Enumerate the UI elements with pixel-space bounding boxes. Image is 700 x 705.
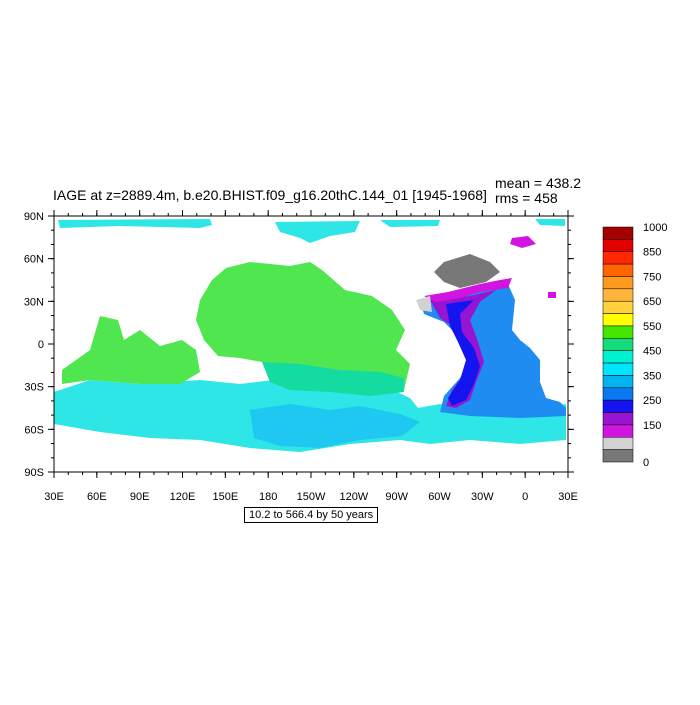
north-atlantic-lightgray <box>416 296 432 312</box>
arctic-region-3 <box>380 220 440 227</box>
lon-tick-label: 120E <box>170 491 196 503</box>
colorbar <box>602 226 634 463</box>
lon-tick-label: 60W <box>428 491 451 503</box>
atlantic-deep-blue <box>446 300 480 406</box>
colorbar-swatch <box>602 313 634 327</box>
colorbar-swatch <box>602 226 634 240</box>
colorbar-label: 650 <box>643 296 661 308</box>
colorbar-label: 550 <box>643 321 661 333</box>
lat-tick-label: 30S <box>24 382 44 394</box>
colorbar-swatch <box>602 239 634 252</box>
lon-tick-label: 0 <box>522 491 528 503</box>
lat-tick-label: 30N <box>24 296 44 308</box>
colorbar-swatch <box>602 350 634 364</box>
lon-tick-label: 60E <box>87 491 107 503</box>
lon-tick-label: 30E <box>558 491 578 503</box>
colorbar-label: 150 <box>643 420 661 432</box>
lat-tick-label: 0 <box>38 339 44 351</box>
longitude-tick-group: 30E 60E 90E 120E 150E 180 150W 120W 90W 60W 30W 0 30… <box>44 210 578 503</box>
arctic-region-2 <box>275 221 360 243</box>
southern-ocean-deep <box>250 404 420 448</box>
contour-range-label: 10.2 to 566.4 by 50 years <box>244 507 379 523</box>
lon-tick-label: 90W <box>385 491 408 503</box>
lon-tick-label: 120W <box>339 491 368 503</box>
colorbar-swatch <box>602 288 634 302</box>
lat-tick-label: 60N <box>24 254 44 266</box>
latitude-tick-group: 90N 60N 30N 0 30S 60S 90S <box>24 211 574 479</box>
colorbar-swatch <box>602 276 634 290</box>
atlantic-magenta <box>424 278 512 302</box>
arctic-region-4 <box>535 219 565 226</box>
colorbar-label: 750 <box>643 271 661 283</box>
colorbar-swatch <box>602 424 634 438</box>
colorbar-label: 1000 <box>643 222 667 234</box>
colorbar-swatch <box>602 387 634 401</box>
map-title: IAGE at z=2889.4m, b.e20.BHIST.f09_g16.2… <box>53 187 487 203</box>
pacific-ocean <box>196 262 410 394</box>
labrador-patch <box>510 236 536 248</box>
lat-tick-label: 90N <box>24 211 44 223</box>
colorbar-swatch <box>602 325 634 339</box>
colorbar-labels: 1000 850 750 650 550 450 350 250 150 0 <box>643 222 667 469</box>
lon-tick-label: 30W <box>471 491 494 503</box>
colorbar-label: 450 <box>643 346 661 358</box>
colorbar-swatch <box>602 399 634 413</box>
lon-tick-label: 30E <box>44 491 64 503</box>
lat-tick-label: 60S <box>24 424 44 436</box>
indian-ocean <box>62 316 200 384</box>
colorbar-swatch <box>602 338 634 351</box>
lon-tick-label: 180 <box>259 491 277 503</box>
colorbar-swatch <box>602 412 634 426</box>
colorbar-swatch <box>602 263 634 277</box>
colorbar-swatch <box>602 449 634 463</box>
colorbar-swatch <box>602 300 634 314</box>
lat-tick-label: 90S <box>24 467 44 479</box>
mean-value: mean = 438.2 <box>495 175 582 191</box>
colorbar-label: 250 <box>643 395 661 407</box>
map-field <box>54 219 566 452</box>
atlantic-purple <box>430 290 496 408</box>
rms-value: rms = 458 <box>495 190 558 206</box>
lon-tick-label: 150W <box>297 491 326 503</box>
mediterranean-patch <box>548 292 556 298</box>
colorbar-swatch <box>602 251 634 265</box>
pacific-south-teal <box>262 362 404 396</box>
arctic-region <box>58 219 212 228</box>
colorbar-label: 0 <box>643 457 649 469</box>
colorbar-swatch <box>602 437 634 450</box>
lon-tick-label: 150E <box>212 491 238 503</box>
north-atlantic-gray <box>434 254 500 288</box>
colorbar-swatch <box>602 375 634 389</box>
colorbar-label: 350 <box>643 370 661 382</box>
lon-tick-label: 90E <box>130 491 150 503</box>
colorbar-swatch <box>602 362 634 376</box>
colorbar-label: 850 <box>643 247 661 259</box>
